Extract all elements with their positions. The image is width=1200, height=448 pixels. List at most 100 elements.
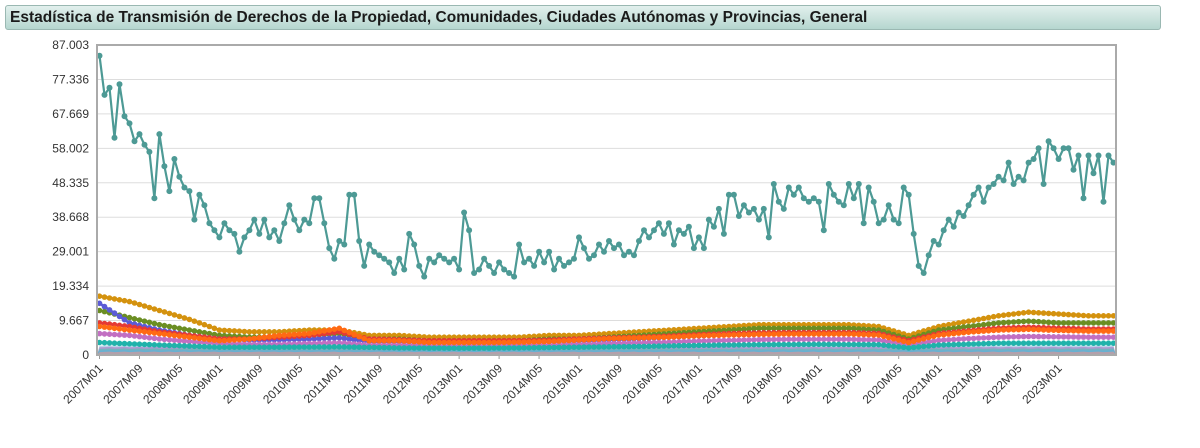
data-point — [730, 191, 737, 198]
data-point — [716, 337, 722, 344]
data-point — [166, 310, 173, 317]
data-point — [326, 327, 333, 333]
data-point — [551, 338, 557, 345]
data-point — [566, 259, 572, 266]
data-point — [376, 252, 383, 259]
data-point — [1040, 310, 1047, 316]
data-point — [101, 294, 108, 300]
data-point — [1085, 340, 1092, 347]
data-point — [1080, 340, 1087, 347]
data-point — [776, 341, 782, 348]
data-point — [1045, 327, 1052, 333]
data-point — [511, 339, 517, 346]
data-point — [1070, 334, 1077, 340]
data-point — [556, 338, 562, 344]
data-point — [336, 325, 343, 332]
data-point — [326, 335, 333, 342]
data-point — [426, 255, 433, 262]
data-point — [131, 300, 138, 306]
data-point — [411, 338, 418, 345]
data-point — [695, 234, 702, 241]
data-point — [761, 331, 767, 338]
data-point — [576, 337, 582, 343]
data-point — [201, 336, 208, 342]
data-point — [206, 330, 213, 337]
data-point — [206, 344, 213, 350]
data-point — [111, 340, 118, 347]
data-point — [945, 216, 952, 223]
data-point — [191, 328, 198, 334]
data-point — [101, 91, 108, 98]
data-point — [731, 332, 737, 338]
x-axis: 2007M012007M092008M052009M012009M092010M… — [60, 355, 1065, 407]
data-point — [766, 325, 772, 332]
data-point — [821, 331, 827, 337]
data-point — [835, 198, 842, 205]
data-point — [771, 341, 777, 348]
data-point — [106, 331, 113, 338]
data-point — [691, 333, 697, 339]
data-point — [131, 316, 138, 322]
data-point — [895, 344, 902, 350]
data-point — [791, 336, 797, 343]
data-point — [1045, 310, 1052, 317]
data-point — [351, 331, 358, 338]
data-point — [356, 344, 363, 351]
data-point — [281, 332, 288, 338]
data-point — [965, 318, 972, 325]
data-point — [401, 266, 408, 273]
data-point — [970, 329, 977, 335]
data-point — [446, 259, 453, 266]
data-point — [146, 335, 153, 341]
data-point — [1110, 328, 1117, 334]
data-point — [740, 202, 747, 209]
data-point — [1015, 340, 1022, 347]
data-point — [880, 342, 887, 349]
data-point — [856, 341, 862, 348]
data-point — [785, 184, 792, 191]
data-point — [1070, 320, 1077, 326]
data-point — [156, 307, 163, 314]
data-point — [211, 344, 218, 350]
data-point — [411, 241, 418, 248]
data-point — [181, 333, 188, 340]
data-point — [646, 334, 652, 341]
data-point — [741, 331, 747, 338]
data-point — [701, 342, 707, 349]
data-point — [161, 322, 168, 329]
data-point — [955, 209, 962, 216]
data-point — [121, 332, 128, 338]
data-point — [945, 321, 952, 328]
data-point — [391, 345, 398, 351]
data-point — [541, 338, 547, 345]
data-point — [726, 342, 732, 348]
data-point — [786, 341, 792, 348]
data-point — [341, 335, 348, 342]
data-point — [346, 336, 353, 342]
data-point — [451, 255, 458, 262]
data-point — [1080, 312, 1087, 319]
data-point — [341, 344, 348, 350]
data-point — [191, 216, 198, 223]
series — [96, 323, 1117, 346]
data-point — [421, 339, 428, 346]
data-point — [766, 336, 772, 343]
data-point — [476, 266, 483, 273]
x-tick-label: 2017M09 — [700, 361, 746, 407]
data-point — [176, 173, 183, 180]
data-point — [715, 205, 722, 212]
data-point — [191, 343, 198, 350]
x-tick-label: 2021M09 — [939, 361, 985, 407]
data-point — [251, 216, 258, 223]
data-point — [126, 341, 133, 347]
data-point — [1070, 166, 1077, 173]
data-point — [501, 266, 508, 273]
data-point — [301, 344, 308, 350]
data-point — [985, 184, 992, 191]
data-point — [346, 344, 353, 350]
x-tick-label: 2019M01 — [780, 361, 826, 407]
data-point — [756, 341, 762, 348]
x-tick-label: 2014M05 — [500, 361, 546, 407]
data-point — [806, 341, 812, 348]
data-point — [975, 341, 982, 347]
